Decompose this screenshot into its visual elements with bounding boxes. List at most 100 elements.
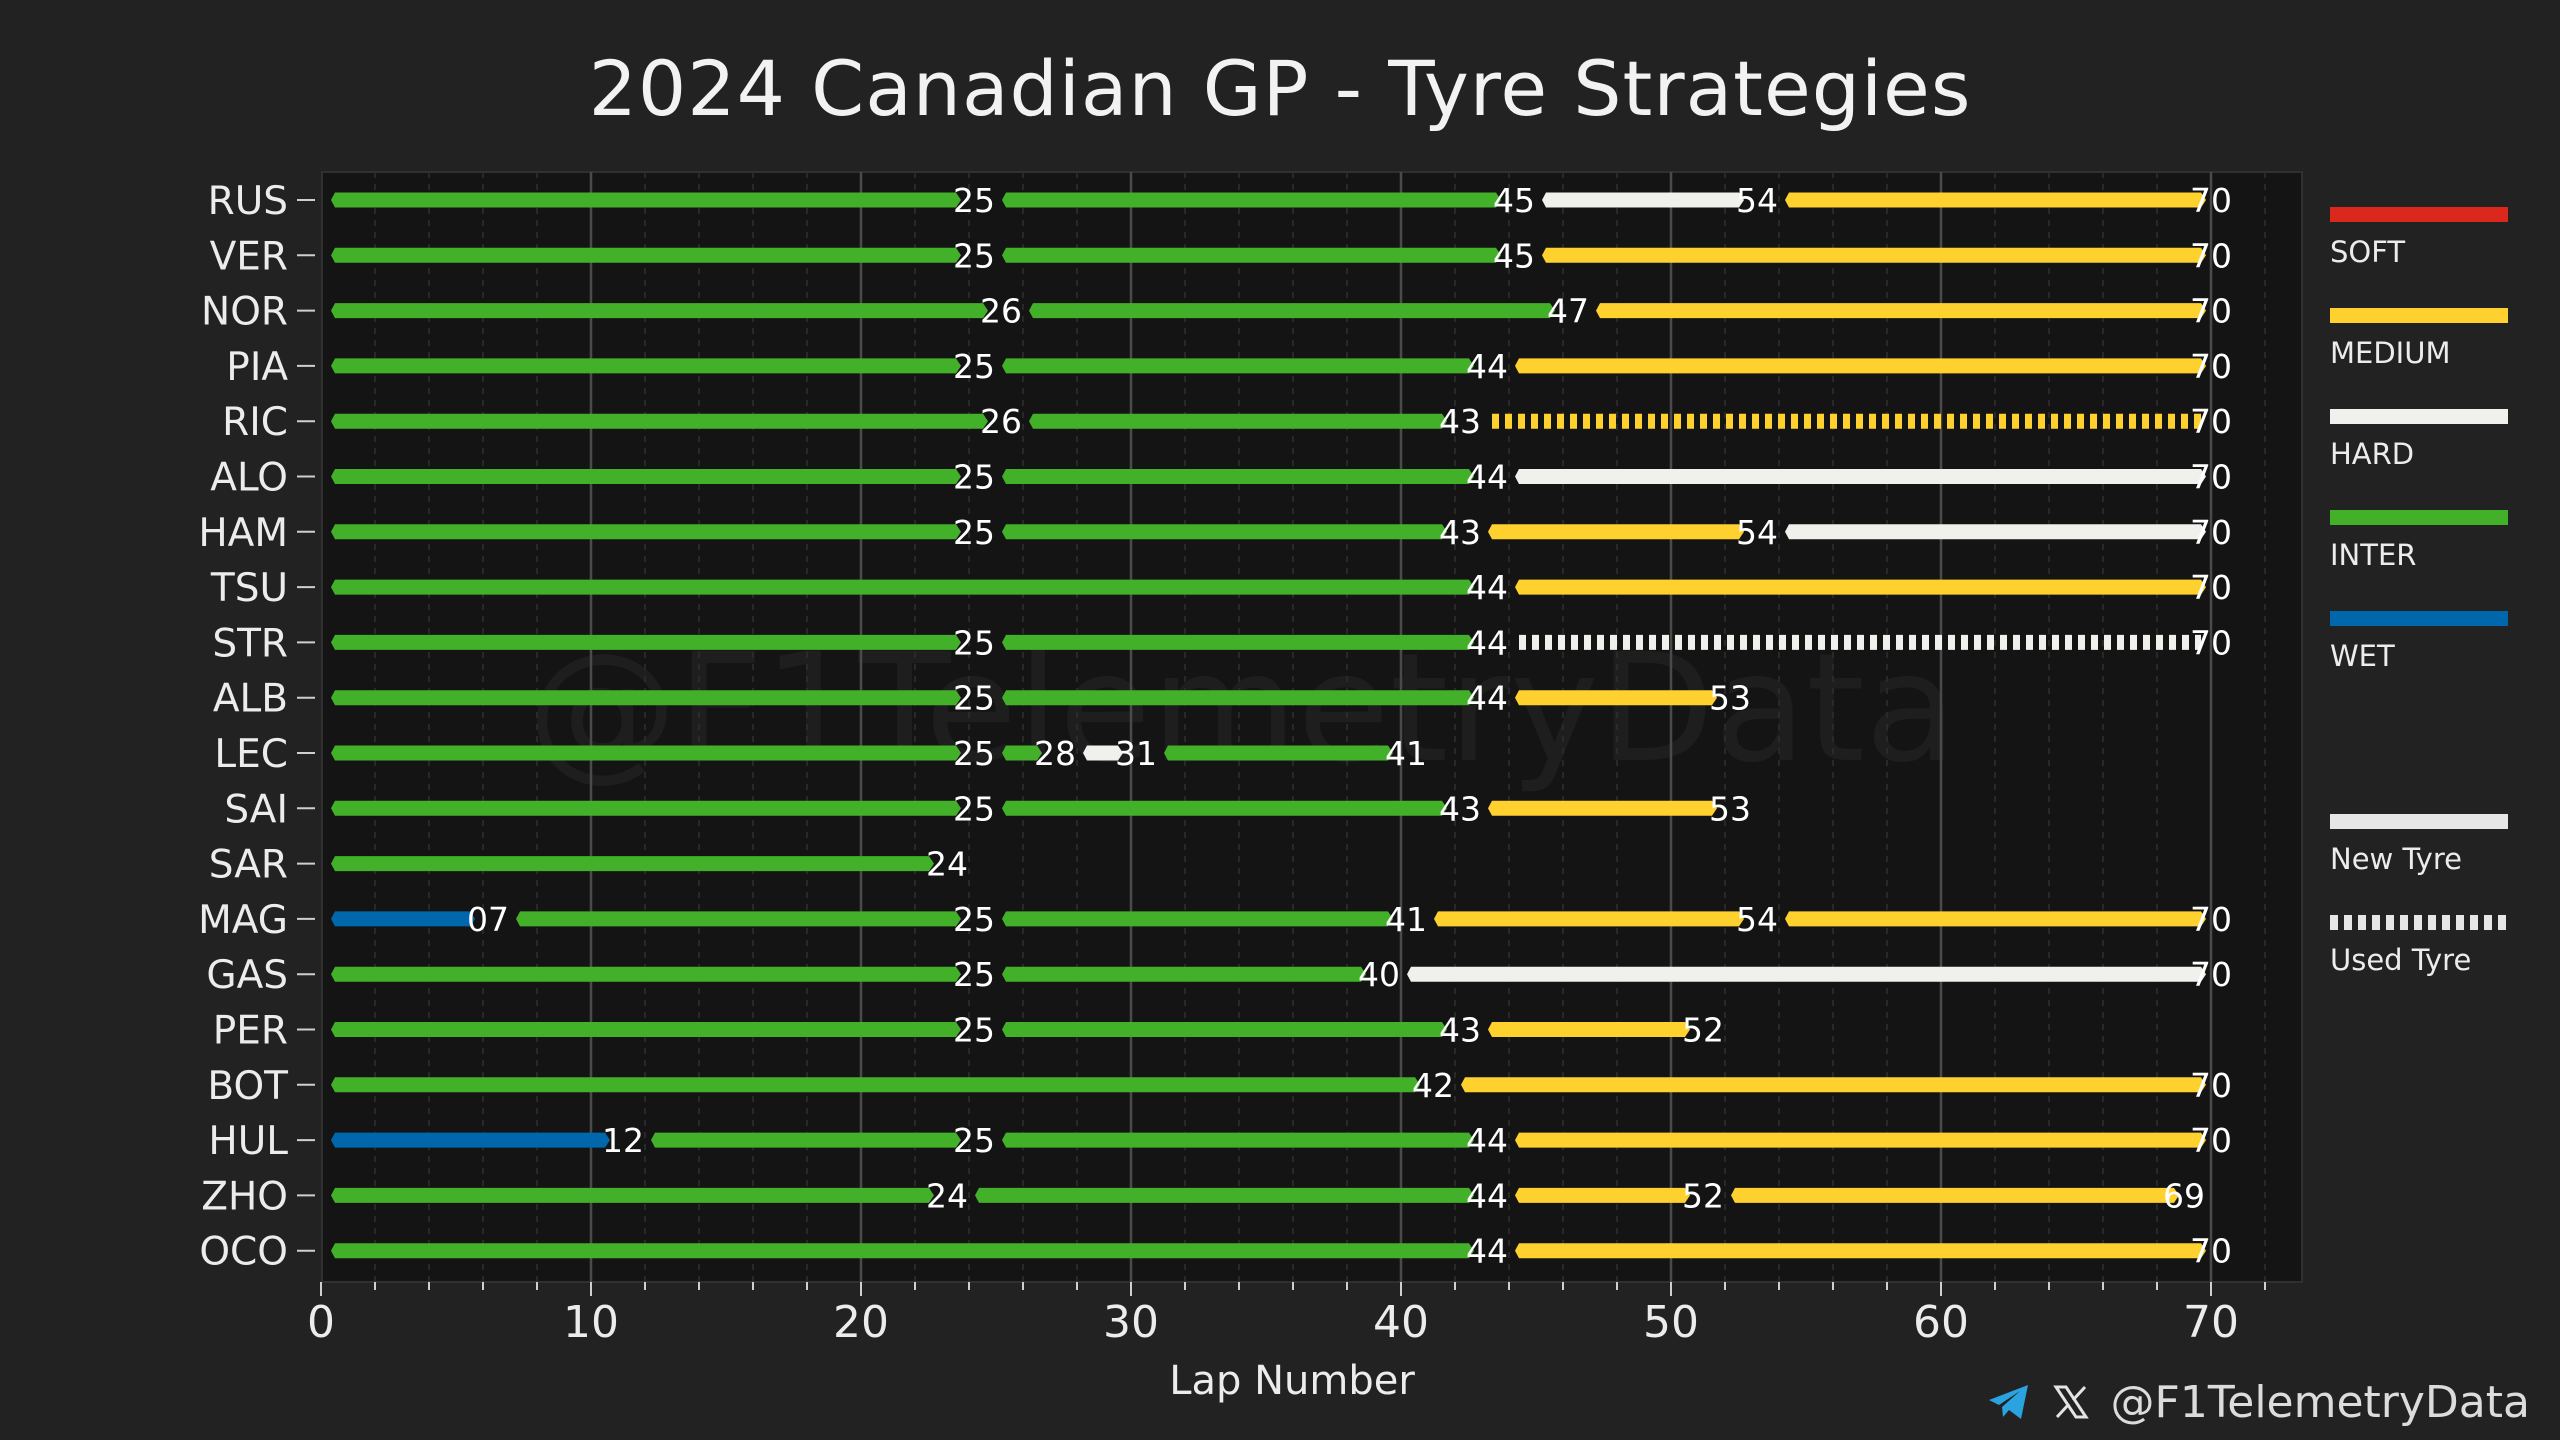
stint-end-label: 26	[980, 402, 1022, 441]
stint-segment	[331, 1022, 961, 1037]
stint-end-label: 70	[2190, 458, 2232, 497]
stint-bar-zho-1	[331, 1187, 934, 1203]
driver-label-per: PER	[213, 1009, 288, 1054]
stint-end-label: 70	[2190, 568, 2232, 607]
stint-end-label: 52	[1682, 1011, 1724, 1050]
stint-end-label: 43	[1439, 402, 1481, 441]
stint-bar-mag-2	[516, 911, 961, 927]
stint-segment	[1515, 579, 2206, 595]
legend-soft-swatch	[2330, 207, 2508, 222]
stint-segment	[331, 745, 961, 761]
stint-end-label: 25	[953, 734, 995, 773]
stint-segment	[1002, 911, 1393, 927]
stint-end-label: 70	[2190, 181, 2232, 220]
stint-segment	[651, 1132, 961, 1148]
legend-new-tyre-label: New Tyre	[2330, 842, 2462, 876]
stint-segment	[331, 1243, 1474, 1259]
stint-segment	[1542, 192, 1744, 208]
legend-medium-swatch	[2330, 308, 2508, 323]
stint-segment	[331, 469, 961, 484]
stint-bar-rus-1	[331, 192, 961, 208]
stint-segment	[1002, 192, 1501, 208]
stint-bar-mag-1	[331, 911, 475, 927]
stint-bar-sai-2	[1002, 800, 1447, 816]
stint-bar-ham-1	[331, 524, 961, 540]
footer-credit: @F1TelemetryData	[1987, 1372, 2530, 1432]
stint-segment	[1002, 247, 1501, 263]
stint-bar-ver-3	[1542, 247, 2206, 263]
stint-segment	[1488, 1022, 1690, 1037]
stint-end-label: 44	[1466, 568, 1508, 607]
stint-bar-str-1	[331, 634, 961, 650]
legend-soft-label: SOFT	[2330, 235, 2406, 269]
driver-label-sai: SAI	[224, 787, 288, 832]
x-icon	[2052, 1385, 2089, 1419]
stint-bar-nor-1	[331, 303, 988, 319]
stint-end-label: 25	[953, 347, 995, 386]
legend-used-tyre-swatch	[2330, 915, 2508, 930]
stint-segment	[331, 634, 961, 650]
stint-segment	[1002, 1022, 1447, 1037]
stint-end-label: 54	[1736, 181, 1778, 220]
stint-end-label: 54	[1736, 900, 1778, 939]
stint-bar-rus-3	[1542, 192, 1744, 208]
stint-end-label: 24	[926, 1176, 968, 1215]
stint-segment	[1002, 524, 1447, 540]
stint-end-label: 25	[953, 458, 995, 497]
x-tick-label: 30	[1103, 1297, 1159, 1348]
stint-segment	[331, 1132, 610, 1148]
stint-bar-bot-2	[1461, 1077, 2206, 1093]
stint-bar-hul-2	[651, 1132, 961, 1148]
stint-segment	[1515, 469, 2206, 484]
stint-end-label: 70	[2190, 513, 2232, 552]
stint-bar-mag-5	[1785, 911, 2206, 927]
stint-bar-gas-1	[331, 966, 961, 982]
stint-segment	[1596, 303, 2206, 319]
legend-hard-label: HARD	[2330, 437, 2415, 471]
stint-segment	[331, 247, 961, 263]
stint-end-label: 25	[953, 789, 995, 828]
stint-bar-hul-1	[331, 1132, 610, 1148]
stint-bar-nor-2	[1029, 303, 1555, 319]
driver-label-alo: ALO	[210, 456, 288, 501]
stint-segment	[331, 800, 961, 816]
driver-label-bot: BOT	[207, 1064, 288, 1109]
stint-end-label: 47	[1547, 292, 1589, 331]
stint-bar-alo-3	[1515, 469, 2206, 484]
stint-end-label: 53	[1709, 679, 1751, 718]
stint-end-label: 25	[953, 181, 995, 220]
stint-segment	[1083, 745, 1123, 761]
stint-segment	[331, 192, 961, 208]
stint-bar-gas-2	[1002, 966, 1366, 982]
stint-segment	[1731, 1187, 2179, 1203]
driver-label-ver: VER	[210, 234, 288, 279]
legend-wet-swatch	[2330, 611, 2508, 626]
stint-end-label: 70	[2190, 347, 2232, 386]
stint-end-label: 26	[980, 292, 1022, 331]
stint-bar-nor-3	[1596, 303, 2206, 319]
stint-end-label: 70	[2190, 955, 2232, 994]
stint-end-label: 43	[1439, 1011, 1481, 1050]
x-tick-label: 70	[2183, 1297, 2239, 1348]
stint-segment	[1002, 469, 1474, 484]
legend-inter-label: INTER	[2330, 538, 2417, 572]
stint-bar-lec-4	[1164, 745, 1393, 761]
stint-segment	[331, 1187, 934, 1203]
stint-bar-alo-1	[331, 469, 961, 484]
stint-end-label: 45	[1493, 181, 1535, 220]
stint-segment	[1029, 303, 1555, 319]
driver-label-ham: HAM	[198, 511, 288, 556]
chart-title: 2024 Canadian GP - Tyre Strategies	[588, 44, 1972, 133]
stint-segment	[1002, 690, 1474, 706]
stint-end-label: 45	[1493, 236, 1535, 275]
stint-end-label: 52	[1682, 1176, 1724, 1215]
stint-segment	[1002, 634, 1474, 650]
stint-segment	[1164, 745, 1393, 761]
stint-bar-tsu-1	[331, 579, 1474, 595]
stint-bar-ric-1	[331, 413, 988, 429]
stint-end-label: 41	[1385, 734, 1427, 773]
stint-bar-lec-2	[1002, 745, 1042, 761]
stint-segment	[331, 358, 961, 374]
driver-label-rus: RUS	[208, 179, 288, 224]
stint-segment	[1515, 690, 1717, 706]
